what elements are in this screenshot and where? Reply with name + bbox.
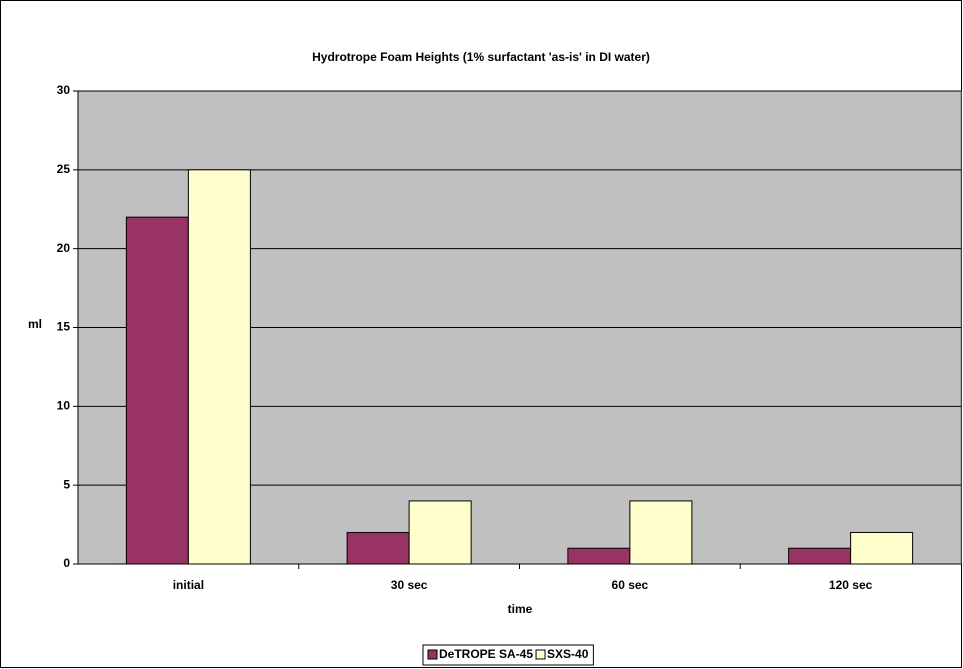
y-axis-label: ml (28, 317, 42, 331)
legend-box (422, 644, 594, 666)
x-tick-label: 30 sec (391, 578, 428, 592)
legend-swatch (535, 649, 546, 660)
y-tick-label: 25 (57, 162, 71, 176)
bar (850, 531, 914, 565)
bar (567, 547, 631, 565)
y-tick-label: 10 (57, 399, 71, 413)
bar (629, 500, 693, 565)
bar (408, 500, 472, 565)
chart-title: Hydrotrope Foam Heights (1% surfactant '… (312, 50, 650, 64)
y-tick-label: 5 (63, 477, 70, 491)
bar (187, 169, 251, 565)
legend-label: SXS-40 (547, 647, 589, 661)
y-tick-label: 0 (63, 556, 70, 570)
x-axis-label: time (508, 602, 533, 616)
bar (788, 547, 852, 565)
y-tick-label: 30 (57, 83, 71, 97)
bar (125, 216, 189, 565)
y-tick-label: 20 (57, 241, 71, 255)
x-tick-label: 120 sec (829, 578, 873, 592)
x-tick-label: 60 sec (612, 578, 649, 592)
bar (346, 531, 410, 565)
legend-swatch (427, 649, 438, 660)
x-tick-label: initial (173, 578, 204, 592)
y-tick-label: 15 (57, 320, 71, 334)
legend-label: DeTROPE SA-45 (439, 647, 533, 661)
